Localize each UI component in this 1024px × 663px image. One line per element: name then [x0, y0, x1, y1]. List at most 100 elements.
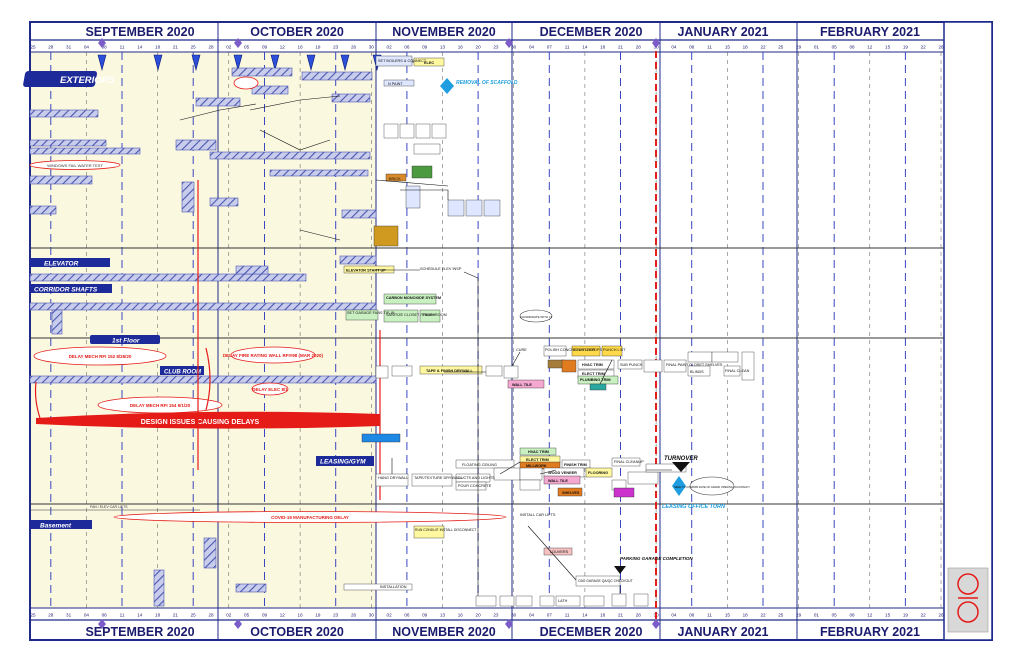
svg-text:INSTALL CAR LIFTS: INSTALL CAR LIFTS — [520, 513, 556, 517]
day-tick-label: 28 — [48, 45, 54, 50]
svg-text:LATH: LATH — [558, 599, 568, 603]
month-bottom-feb: FEBRUARY 2021 — [820, 625, 920, 639]
day-tick-label: 02 — [387, 45, 393, 50]
svg-text:FINISH TRIM: FINISH TRIM — [564, 463, 587, 467]
day-tick-label: 11 — [707, 613, 712, 618]
day-tick-label: 14 — [582, 613, 588, 618]
hatched-bars — [29, 67, 377, 607]
day-tick-label: 04 — [84, 45, 90, 50]
month-bottom-oct: OCTOBER 2020 — [250, 625, 344, 639]
day-tick-label: 16 — [458, 613, 464, 618]
svg-text:WALL TILE: WALL TILE — [512, 383, 532, 387]
day-tick-label: 19 — [903, 613, 909, 618]
day-tick-label: 02 — [387, 613, 393, 618]
grand-opening-cloud: NEED TO CONFIRM DATE OF GRAND OPENING OC… — [674, 476, 750, 496]
svg-text:CARBON MONOXIDE SYSTEM: CARBON MONOXIDE SYSTEM — [386, 296, 441, 300]
svg-text:ELECT TRIM: ELECT TRIM — [582, 372, 605, 376]
svg-text:COORDINATE WITH LT: COORDINATE WITH LT — [520, 315, 553, 319]
week-gridlines — [50, 52, 942, 608]
day-tick-label: 12 — [867, 45, 873, 50]
day-tick-label: 26 — [938, 45, 944, 50]
day-tick-label: 09 — [262, 613, 268, 618]
fan-elev-label: FAN / ELEV CAR LIFTS — [90, 505, 128, 509]
parking-completion: PARKING GARAGE COMPLETION — [614, 556, 693, 574]
day-tick-label: 21 — [173, 45, 179, 50]
svg-text:SHELVES: SHELVES — [562, 491, 580, 495]
day-tick-label: 07 — [547, 613, 553, 618]
section-club-room: CLUB ROOM — [160, 366, 204, 376]
day-tick-label: 19 — [315, 613, 321, 618]
section-basement: Basement — [30, 520, 92, 530]
svg-text:RUN CONDUIT INSTALL DISCONNECT: RUN CONDUIT INSTALL DISCONNECT — [415, 528, 476, 532]
day-tick-label: 22 — [760, 45, 766, 50]
svg-text:POLISH CONCRETE FLOOR: POLISH CONCRETE FLOOR — [545, 348, 596, 352]
month-separators — [217, 22, 798, 640]
day-tick-label: 20 — [476, 45, 482, 50]
svg-text:HVAC TRIM: HVAC TRIM — [528, 450, 549, 454]
day-tick-label: 01 — [814, 613, 820, 618]
leasing-office-turn: LEASING OFFICE TURN — [662, 476, 726, 510]
day-tick-label: 11 — [565, 45, 570, 50]
windows-test-label: WINDOWS FAIL WATER TEST — [47, 163, 103, 168]
day-tick-label: 05 — [244, 45, 250, 50]
day-tick-label: 23 — [493, 45, 499, 50]
svg-text:1st Floor: 1st Floor — [112, 338, 140, 345]
svg-text:FLOORING: FLOORING — [588, 471, 608, 475]
month-top-jan: JANUARY 2021 — [677, 25, 768, 39]
day-tick-label: 28 — [636, 613, 642, 618]
day-tick-label: 25 — [30, 45, 36, 50]
day-tick-label: 09 — [422, 613, 428, 618]
day-tick-label: 08 — [102, 45, 108, 50]
section-dividers — [30, 247, 944, 505]
day-tick-label: 13 — [440, 613, 446, 618]
day-tick-label: 02 — [226, 613, 232, 618]
day-tick-label: 04 — [529, 613, 535, 618]
month-bottom-sep: SEPTEMBER 2020 — [85, 625, 194, 639]
day-tick-label: 18 — [600, 613, 606, 618]
svg-text:INSTALLATION: INSTALLATION — [380, 585, 407, 589]
day-tick-label: 18 — [743, 45, 749, 50]
svg-text:SANITIZE CLOSET / TRASH: SANITIZE CLOSET / TRASH — [386, 313, 435, 317]
svg-text:COUNTERTOPS: COUNTERTOPS — [573, 348, 602, 352]
day-tick-label: 15 — [725, 613, 731, 618]
day-tick-label: 26 — [351, 613, 357, 618]
svg-text:Basement: Basement — [40, 523, 72, 530]
svg-text:CLOSET SHELVES: CLOSET SHELVES — [689, 363, 723, 367]
day-tick-label: 04 — [84, 613, 90, 618]
svg-text:ELEC: ELEC — [424, 61, 434, 65]
day-tick-label: 20 — [476, 613, 482, 618]
day-tick-label: 11 — [120, 45, 125, 50]
day-tick-label: 18 — [155, 613, 161, 618]
turnover-marker: TURNOVER — [664, 456, 698, 472]
company-logo — [947, 567, 989, 633]
svg-text:PARKING GARAGE COMPLETION: PARKING GARAGE COMPLETION — [620, 556, 693, 561]
day-tick-label: 30 — [369, 613, 375, 618]
svg-text:LOUVERS: LOUVERS — [550, 550, 569, 554]
month-top-oct: OCTOBER 2020 — [250, 25, 344, 39]
day-tick-label: 31 — [66, 45, 72, 50]
delay-mech-152: DELAY MECH RFI 152 8/26/20 — [69, 354, 132, 359]
day-tick-label: 18 — [155, 45, 161, 50]
section-leasing-gym: LEASING/GYM — [316, 456, 374, 466]
svg-text:TAPE/TEXTURE DRYWALL: TAPE/TEXTURE DRYWALL — [414, 476, 462, 480]
day-tick-label: 15 — [885, 613, 891, 618]
day-tick-label: 25 — [191, 613, 197, 618]
dependency-lines — [179, 61, 672, 596]
svg-text:ELEVATOR: ELEVATOR — [44, 261, 79, 268]
month-bottom-jan: JANUARY 2021 — [677, 625, 768, 639]
svg-text:WOOD VENEER: WOOD VENEER — [548, 471, 577, 475]
covid-delay: COVID-19 MANUFACTURING DELAY — [113, 511, 507, 523]
svg-text:CURE: CURE — [516, 348, 527, 352]
svg-text:CBG GARAGE QA/QC CHECKOUT: CBG GARAGE QA/QC CHECKOUT — [578, 579, 633, 583]
day-tick-label: 08 — [689, 613, 695, 618]
day-tick-label: 29 — [796, 45, 802, 50]
day-tick-label: 30 — [511, 45, 517, 50]
day-tick-label: 02 — [226, 45, 232, 50]
svg-text:COVID-19 MANUFACTURING DELAY: COVID-19 MANUFACTURING DELAY — [271, 515, 349, 520]
day-tick-label: 28 — [208, 613, 214, 618]
svg-text:DUCTS AND LIGHTS: DUCTS AND LIGHTS — [458, 476, 495, 480]
day-tick-label: 08 — [102, 613, 108, 618]
svg-text:SET GARAGE FANS TIE-IN: SET GARAGE FANS TIE-IN — [347, 311, 395, 315]
svg-text:DESIGN ISSUES CAUSING DELAYS: DESIGN ISSUES CAUSING DELAYS — [141, 419, 260, 426]
day-tick-label: 14 — [582, 45, 588, 50]
